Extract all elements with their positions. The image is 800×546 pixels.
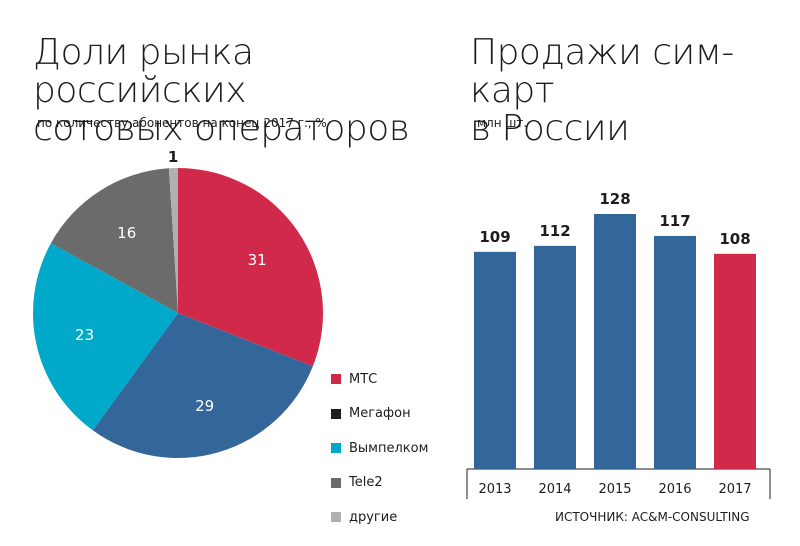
bar-value-label: 108 [719,230,750,248]
bar-2014 [534,245,576,469]
bar-category-label: 2014 [538,482,571,497]
pie-slice-4 [168,168,178,313]
pie-chart-subtitle: по количеству абонентов на конец 2017 г.… [37,116,327,130]
bar-category-label: 2016 [658,482,691,497]
pie-legend: МТС Мегафон Вымпелком Tele2 другие [331,362,428,535]
bar-2013 [474,251,516,469]
bar-category-label: 2013 [478,482,511,497]
sim-sales-bar-chart: 109 2013 112 2014 128 2015 117 2016 108 2017 [466,190,771,499]
legend-label: Tele2 [349,475,383,491]
bar-2017 [714,253,756,469]
legend-label: другие [349,509,398,525]
pie-label-1: 29 [195,397,214,415]
bar-value-label: 117 [659,212,690,230]
pie-slice-0 [178,168,323,367]
bar-2015 [594,214,636,469]
bar-2016 [654,235,696,469]
pie-chart-title: Доли рынка российских сотовых операторов [33,32,410,149]
legend-swatch [331,408,341,419]
bar-value-label: 112 [539,222,570,240]
legend-swatch [331,443,341,454]
legend-label: МТС [349,371,378,387]
legend-label: Вымпелком [349,440,429,456]
pie-label-3: 16 [117,224,136,242]
pie-label-4: 1 [168,148,178,166]
bar-chart-subtitle: млн шт. [477,116,528,130]
source-note: ИСТОЧНИК: AC&M-CONSULTING [555,510,750,524]
legend-label: Мегафон [349,406,411,422]
legend-swatch [331,374,341,385]
legend-item-0: МТС [331,362,428,397]
legend-item-4: другие [331,500,428,535]
pie-label-2: 23 [75,326,94,344]
bar-category-label: 2017 [718,482,751,497]
bar-category-label: 2015 [598,482,631,497]
market-share-pie-chart: 31 29 23 16 1 [32,148,323,458]
bar-value-label: 109 [479,228,510,246]
bar-value-label: 128 [599,190,630,208]
pie-slice-2 [32,243,178,431]
legend-item-3: Tele2 [331,466,428,501]
legend-swatch [331,477,341,488]
pie-slice-1 [92,313,313,458]
pie-label-0: 31 [248,251,267,269]
legend-item-1: Мегафон [331,397,428,432]
legend-swatch [331,512,341,523]
pie-slice-3 [50,168,178,313]
legend-item-2: Вымпелком [331,431,428,466]
bar-chart-title: Продажи сим-карт в России [470,32,734,149]
